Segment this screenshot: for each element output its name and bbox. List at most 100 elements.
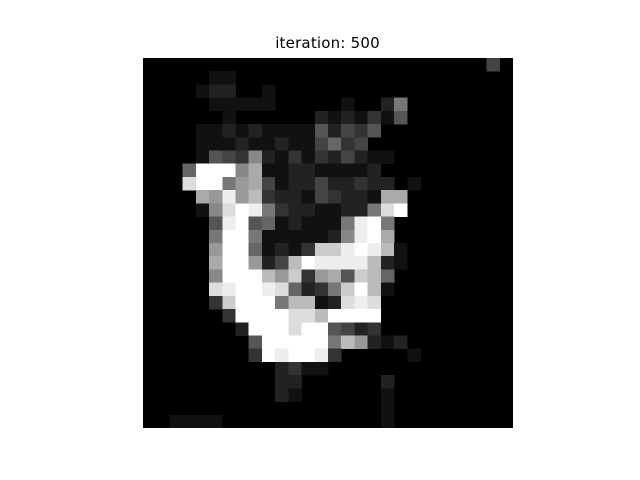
image-pixel — [249, 322, 262, 335]
image-pixel — [288, 256, 301, 269]
image-pixel — [288, 243, 301, 256]
image-pixel — [222, 190, 235, 203]
image-pixel — [328, 190, 341, 203]
image-pixel — [341, 243, 354, 256]
image-pixel — [354, 217, 367, 230]
image-pixel — [275, 190, 288, 203]
image-pixel — [262, 137, 275, 150]
image-pixel — [315, 296, 328, 309]
image-pixel — [328, 309, 341, 322]
image-pixel — [275, 151, 288, 164]
image-pixel — [222, 84, 235, 97]
image-pixel — [196, 84, 209, 97]
image-pixel — [288, 336, 301, 349]
image-pixel — [368, 296, 381, 309]
image-pixel — [315, 362, 328, 375]
image-pixel — [394, 256, 407, 269]
image-pixel — [249, 256, 262, 269]
image-pixel — [368, 164, 381, 177]
image-pixel — [328, 111, 341, 124]
image-pixel — [381, 230, 394, 243]
image-pixel — [275, 349, 288, 362]
image-pixel — [209, 415, 222, 428]
image-pixel — [394, 190, 407, 203]
image-pixel — [236, 137, 249, 150]
image-pixel — [209, 71, 222, 84]
image-pixel — [288, 137, 301, 150]
image-pixel — [341, 269, 354, 282]
image-pixel — [354, 230, 367, 243]
image-pixel — [368, 243, 381, 256]
image-pixel — [196, 415, 209, 428]
image-pixel — [315, 111, 328, 124]
image-pixel — [354, 124, 367, 137]
image-pixel — [315, 283, 328, 296]
image-pixel — [209, 230, 222, 243]
image-pixel — [236, 296, 249, 309]
image-pixel — [222, 217, 235, 230]
image-pixel — [275, 269, 288, 282]
image-pixel — [368, 269, 381, 282]
image-pixel — [275, 137, 288, 150]
image-pixel — [288, 230, 301, 243]
image-pixel — [275, 256, 288, 269]
image-pixel — [236, 322, 249, 335]
image-pixel — [394, 203, 407, 216]
image-pixel — [288, 375, 301, 388]
image-pixel — [236, 98, 249, 111]
image-pixel — [209, 190, 222, 203]
image-pixel — [249, 164, 262, 177]
image-pixel — [288, 164, 301, 177]
image-pixel — [302, 362, 315, 375]
image-pixel — [236, 269, 249, 282]
image-pixel — [222, 137, 235, 150]
image-pixel — [328, 151, 341, 164]
image-pixel — [341, 203, 354, 216]
image-pixel — [275, 375, 288, 388]
image-pixel — [368, 309, 381, 322]
image-pixel — [262, 256, 275, 269]
image-pixel — [354, 296, 367, 309]
image-pixel — [236, 230, 249, 243]
image-pixel — [354, 137, 367, 150]
image-pixel — [315, 269, 328, 282]
image-pixel — [275, 124, 288, 137]
image-pixel — [354, 111, 367, 124]
image-pixel — [288, 388, 301, 401]
image-pixel — [368, 256, 381, 269]
image-pixel — [249, 336, 262, 349]
image-pixel — [381, 256, 394, 269]
image-pixel — [381, 283, 394, 296]
image-pixel — [341, 296, 354, 309]
image-pixel — [288, 309, 301, 322]
image-pixel — [341, 217, 354, 230]
image-pixel — [222, 177, 235, 190]
image-pixel — [328, 137, 341, 150]
image-pixel — [288, 151, 301, 164]
image-pixel — [381, 151, 394, 164]
image-pixel — [275, 296, 288, 309]
image-pixel — [196, 190, 209, 203]
image-pixel — [381, 177, 394, 190]
image-pixel — [315, 349, 328, 362]
image-pixel — [315, 256, 328, 269]
image-pixel — [275, 230, 288, 243]
image-pixel — [328, 256, 341, 269]
image-pixel — [354, 203, 367, 216]
image-pixel — [209, 217, 222, 230]
image-pixel — [249, 296, 262, 309]
image-pixel — [341, 322, 354, 335]
image-pixel — [381, 203, 394, 216]
image-pixel — [222, 230, 235, 243]
image-pixel — [288, 283, 301, 296]
image-pixel — [288, 349, 301, 362]
image-pixel — [275, 177, 288, 190]
image-pixel — [354, 243, 367, 256]
image-pixel — [328, 124, 341, 137]
image-pixel — [368, 203, 381, 216]
image-pixel — [381, 190, 394, 203]
image-pixel — [394, 98, 407, 111]
image-pixel — [222, 283, 235, 296]
image-pixel — [222, 151, 235, 164]
image-pixel — [275, 336, 288, 349]
